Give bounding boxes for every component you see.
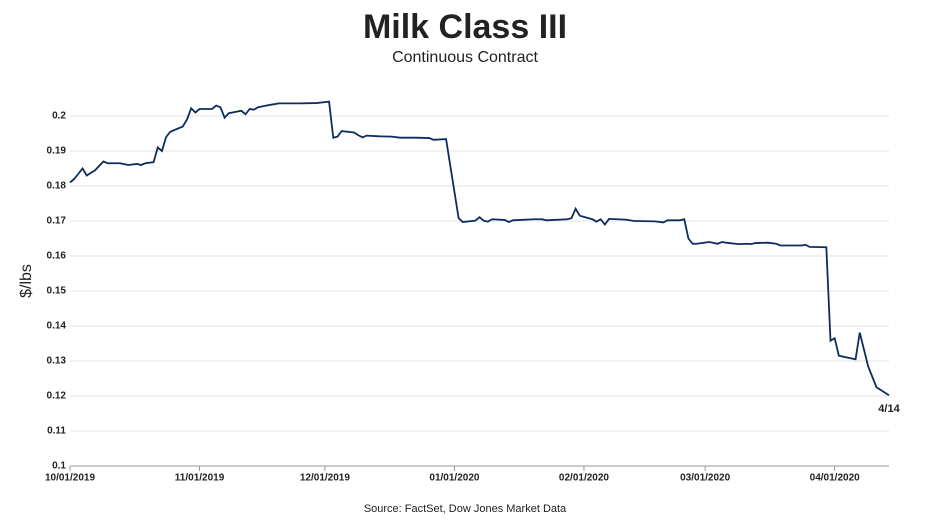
y-tick-label: 0.17 bbox=[47, 216, 67, 227]
x-tick-label: 04/01/2020 bbox=[810, 473, 860, 484]
x-tick-label: 02/01/2020 bbox=[559, 473, 609, 484]
x-tick-label: 01/01/2020 bbox=[429, 473, 479, 484]
y-tick-label: 0.13 bbox=[47, 356, 67, 367]
y-tick-label: 0.11 bbox=[47, 426, 66, 437]
y-tick-label: 0.18 bbox=[47, 181, 67, 192]
y-tick-label: 0.2 bbox=[52, 111, 66, 122]
source: Source: FactSet, Dow Jones Market Data bbox=[364, 503, 567, 515]
y-tick-label: 0.15 bbox=[47, 286, 67, 297]
chart-title: Milk Class III bbox=[363, 8, 567, 46]
x-tick-label: 10/01/2019 bbox=[45, 473, 95, 484]
chart-subtitle: Continuous Contract bbox=[392, 49, 538, 66]
annotation: 4/14 bbox=[878, 403, 900, 415]
y-tick-label: 0.12 bbox=[47, 391, 67, 402]
x-tick-label: 03/01/2020 bbox=[680, 473, 730, 484]
y-axis-title: $/lbs bbox=[18, 264, 35, 298]
y-tick-label: 0.19 bbox=[47, 146, 67, 157]
y-tick-label: 0.1 bbox=[52, 461, 66, 472]
y-tick-label: 0.16 bbox=[47, 251, 67, 262]
y-tick-label: 0.14 bbox=[47, 321, 67, 332]
line bbox=[69, 100, 890, 397]
x-tick-label: 11/01/2019 bbox=[175, 473, 225, 484]
x-tick-label: 12/01/2019 bbox=[300, 473, 350, 484]
